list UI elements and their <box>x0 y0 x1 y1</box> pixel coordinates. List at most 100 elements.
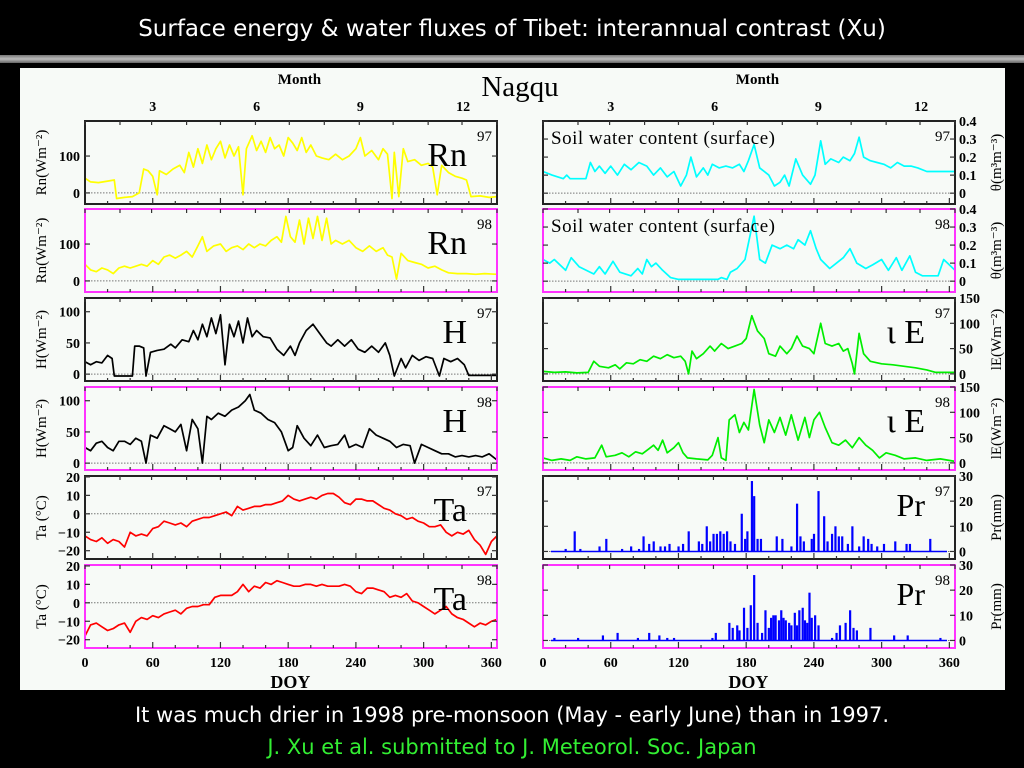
precip-bar <box>838 625 842 641</box>
precip-bar <box>867 538 870 552</box>
y-axis-title: Ta (°C) <box>34 584 50 629</box>
doy-tick-label: 60 <box>146 656 160 671</box>
panel-frame <box>542 386 956 471</box>
panel-right-5 <box>542 564 956 649</box>
precip-bar <box>798 610 801 641</box>
precip-bar <box>844 622 847 641</box>
y-tick-label: 0 <box>73 275 80 290</box>
precip-bar <box>756 622 759 641</box>
precip-bar <box>834 526 837 552</box>
y-tick-label: 0 <box>959 368 966 383</box>
precip-bar <box>862 536 865 552</box>
panel-left-1 <box>84 208 498 293</box>
precip-bar <box>784 620 787 641</box>
series-line <box>84 393 498 464</box>
series-line <box>84 134 498 200</box>
panel-left-3 <box>84 386 498 471</box>
precip-bar <box>658 635 661 641</box>
precip-bar <box>750 481 754 552</box>
precip-bar <box>869 627 872 641</box>
y-tick-label: 150 <box>959 381 980 396</box>
precip-bar <box>722 533 725 552</box>
y-tick-label: 0 <box>959 275 966 290</box>
precip-bar <box>714 632 717 641</box>
precip-bar <box>858 546 861 552</box>
panel-year: 98 <box>477 395 492 411</box>
y-tick-label: 0 <box>959 187 966 202</box>
precip-bar <box>876 546 879 552</box>
precip-bar <box>939 637 942 641</box>
doy-tick-label: 180 <box>736 656 757 671</box>
y-tick-label: 100 <box>959 317 980 332</box>
precip-bar <box>795 503 799 552</box>
y-tick-label: 0.3 <box>959 221 977 236</box>
precip-bar <box>760 632 764 641</box>
y-tick-label: 0.1 <box>959 257 977 272</box>
panel-frame <box>84 120 498 205</box>
precip-bar <box>753 496 756 552</box>
panel-right-3 <box>542 386 956 471</box>
panel-label: Pr <box>897 576 926 612</box>
y-tick-label: 0 <box>73 508 80 523</box>
y-tick-label: 10 <box>66 578 80 593</box>
y-tick-label: 0 <box>73 368 80 383</box>
precip-bar <box>841 536 844 552</box>
series-line <box>542 314 955 375</box>
y-tick-label: 0.4 <box>959 203 977 218</box>
precip-bar <box>851 526 854 552</box>
precip-bar <box>605 538 608 552</box>
panel-frame <box>84 208 498 293</box>
precip-bar <box>637 548 641 552</box>
y-tick-label: 30 <box>959 559 973 574</box>
series-line <box>542 136 955 187</box>
month-tick-label: 9 <box>357 100 364 115</box>
y-axis-title: H(Wm⁻²) <box>34 399 50 458</box>
panel-label: ι E <box>887 403 925 440</box>
doy-tick-label: 60 <box>604 656 618 671</box>
doy-axis-title: DOY <box>270 672 310 692</box>
precip-bar <box>681 543 685 552</box>
month-tick-label: 6 <box>253 100 260 115</box>
slide-citation: J. Xu et al. submitted to J. Meteorol. S… <box>267 735 757 759</box>
y-axis-title: θ(m³m⁻³) <box>989 222 1005 279</box>
precip-bar <box>579 548 582 552</box>
panel-left-4 <box>84 475 498 560</box>
doy-tick-label: 120 <box>210 656 231 671</box>
y-axis-title: lE(Wm⁻²) <box>989 398 1005 460</box>
precip-bar <box>573 531 576 552</box>
y-tick-label: 20 <box>959 495 973 510</box>
precip-bar <box>648 632 651 641</box>
precip-bar <box>759 538 763 552</box>
panel-year: 97 <box>477 306 493 322</box>
y-tick-label: 50 <box>959 432 973 447</box>
y-tick-label: 10 <box>959 520 973 535</box>
precip-bar <box>810 617 813 641</box>
y-tick-label: 30 <box>959 470 973 485</box>
precip-bar <box>810 538 813 552</box>
y-tick-label: 0.1 <box>959 169 977 184</box>
y-tick-label: 100 <box>959 406 980 421</box>
panel-label: Rn <box>427 137 467 174</box>
precip-bar <box>733 543 737 552</box>
series-line <box>542 388 956 463</box>
panel-label: Soil water content (surface) <box>551 216 776 237</box>
series-line <box>84 579 498 637</box>
y-tick-label: 0 <box>959 634 966 649</box>
precip-bar <box>775 536 778 552</box>
precip-bar <box>764 610 767 641</box>
precip-bar <box>719 531 722 552</box>
precip-bar <box>740 513 743 552</box>
month-tick-label: 3 <box>607 100 614 115</box>
precip-bar <box>790 546 793 552</box>
precip-bar <box>744 538 747 552</box>
panel-label: Rn <box>427 225 467 262</box>
precip-bar <box>729 541 732 552</box>
y-axis-title: Pr(mm) <box>989 583 1005 630</box>
y-tick-label: 0 <box>959 457 966 472</box>
precip-bar <box>830 533 834 552</box>
panel-year: 97 <box>477 484 493 500</box>
y-tick-label: 100 <box>59 395 80 410</box>
precip-bar <box>808 592 811 641</box>
precip-bar <box>837 536 840 552</box>
